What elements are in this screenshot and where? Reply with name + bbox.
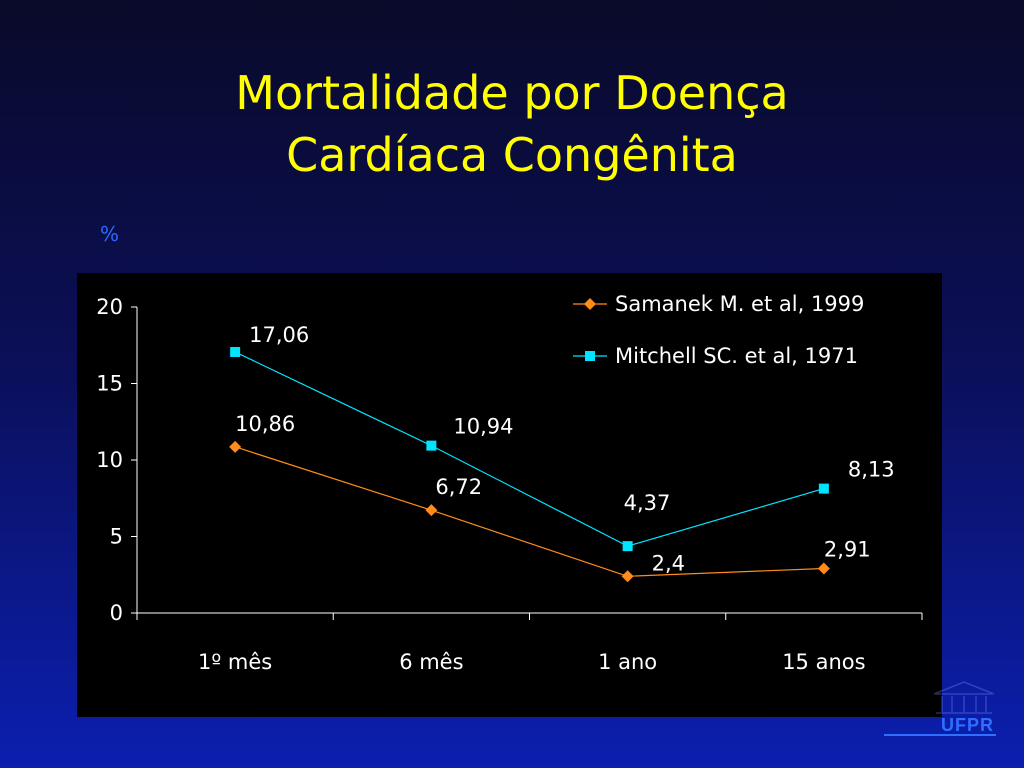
data-label: 2,4: [652, 551, 685, 575]
series-2-marker: [818, 483, 829, 494]
y-tick-label: 5: [110, 525, 123, 549]
line-chart: 0 5 10 15 20 1º mês 6 mês 1 ano 15 anos 10,86 6,72…: [96, 292, 923, 674]
y-tick-label: 10: [96, 448, 123, 472]
x-tick-label: 6 mês: [399, 650, 463, 674]
title-line-1: Mortalidade por Doença: [235, 66, 789, 120]
series-1-marker: [425, 504, 438, 517]
legend-label: Samanek M. et al, 1999: [615, 292, 864, 316]
chart-panel: 0 5 10 15 20 1º mês 6 mês 1 ano 15 anos 10,86 6,72…: [77, 273, 942, 717]
data-label: 6,72: [435, 475, 482, 499]
series-line-1: [234, 446, 824, 577]
legend-marker: [585, 351, 595, 361]
y-tick-label: 20: [96, 295, 123, 319]
data-label: 10,86: [235, 412, 295, 436]
series-1-marker: [621, 570, 634, 583]
ufpr-logo: UFPR: [884, 676, 996, 738]
y-tick-label: 0: [110, 601, 123, 625]
data-label: 17,06: [249, 323, 309, 347]
x-tick-label: 1 ano: [598, 650, 657, 674]
x-tick-label: 15 anos: [782, 650, 865, 674]
legend-entry-1: Samanek M. et al, 1999: [573, 292, 864, 316]
series-line-2: [234, 351, 825, 547]
series-2-marker: [426, 440, 437, 451]
data-label: 10,94: [453, 415, 513, 439]
building-icon: [933, 681, 995, 714]
legend-entry-2: Mitchell SC. et al, 1971: [573, 344, 858, 368]
legend-marker: [584, 298, 596, 310]
y-tick-label: 15: [96, 372, 123, 396]
data-label: 2,91: [824, 537, 871, 561]
series-2-marker: [230, 346, 241, 357]
legend-label: Mitchell SC. et al, 1971: [615, 344, 858, 368]
series-1-marker: [229, 440, 242, 453]
title-line-2: Cardíaca Congênita: [286, 128, 738, 182]
slide-title: Mortalidade por Doença Cardíaca Congênit…: [0, 62, 1024, 186]
data-label: 8,13: [848, 458, 895, 482]
series-1-marker: [817, 562, 830, 575]
logo-underline: [884, 734, 996, 736]
series-2-marker: [622, 541, 633, 552]
logo-text: UFPR: [941, 715, 994, 735]
data-label: 4,37: [624, 491, 671, 515]
x-tick-label: 1º mês: [198, 650, 272, 674]
unit-label: %: [100, 222, 120, 246]
